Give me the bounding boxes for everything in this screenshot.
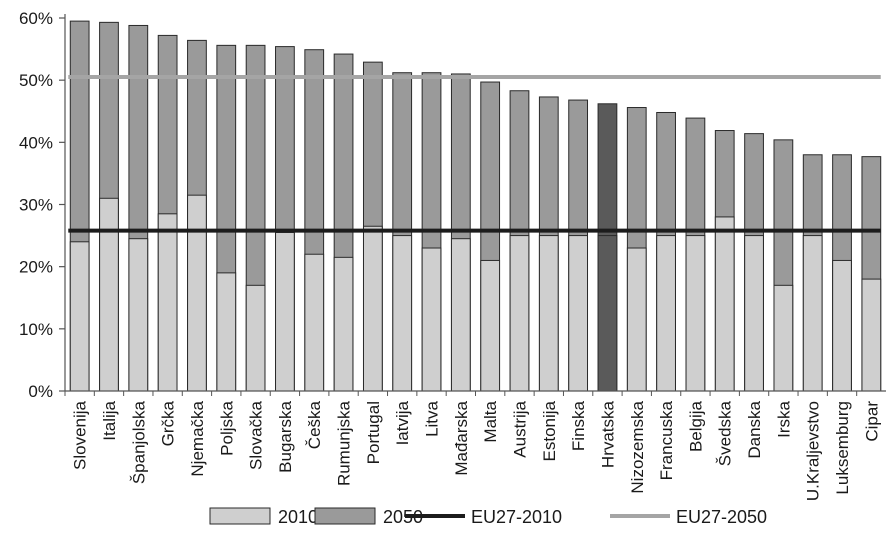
y-tick-label: 50% [19,71,53,90]
bar-2010 [480,259,501,392]
x-category-label: Belgija [686,400,705,452]
legend: 2010 2050 EU27-2010 EU27-2050 [209,507,767,527]
x-category-label: Slovenija [71,400,90,470]
bar-2010 [275,231,295,392]
bar-2010 [99,197,119,392]
x-category-label: Iatvija [393,400,412,445]
x-category-label: Francuska [657,400,676,480]
bar-2010 [362,225,383,392]
bar-2010 [333,256,354,392]
y-tick-label: 40% [19,133,53,152]
bar-2010 [832,259,852,392]
legend-swatch-2010 [209,507,271,525]
x-category-label: Poljska [217,400,236,455]
x-category-label: Slovačka [247,400,266,470]
bar-2010 [685,235,706,392]
bar-2010 [626,247,647,392]
bar-2010 [773,284,794,392]
x-category-label: Njemačka [188,400,207,476]
x-category-label: Litva [423,400,442,436]
bar-2010 [450,238,471,392]
x-axis: Slovenija Italija Španjolska Grčka Njemačka P… [64,390,886,501]
x-category-label: Irska [774,400,793,437]
y-axis: 0% 10% 20% 30% 40% 50% 60% [19,9,66,401]
x-category-label: Cipar [862,401,881,442]
y-tick-label: 30% [19,196,53,215]
bar-2010 [128,238,149,392]
x-category-label: Italija [100,400,119,440]
x-category-label: Hrvatska [598,400,617,468]
x-category-label: U.Kraljevstvo [804,401,823,501]
bar-2010 [392,235,413,392]
legend-label: EU27-2010 [471,507,562,527]
bars-group [69,20,882,392]
bar-2010 [69,241,90,392]
x-category-label: Češka [305,400,324,449]
bar-2010 [421,247,442,392]
bar-2010 [568,235,589,392]
x-category-label: Finska [569,400,588,451]
x-category-label: Rumunjska [335,400,354,486]
bar-2010 [509,235,530,392]
x-category-label: Danska [745,400,764,458]
bar-2010 [304,253,325,392]
x-category-label: Grčka [159,400,178,446]
x-category-label: Estonija [540,400,559,461]
y-tick-label: 0% [28,382,53,401]
bar-2010 [861,278,882,392]
y-tick-label: 20% [19,258,53,277]
bar-2010 [216,272,237,392]
reference-lines [68,75,881,233]
x-category-label: Španjolska [129,400,148,484]
legend-label: 2050 [383,507,423,527]
bar-2010 [744,235,764,392]
x-category-label: Bugarska [276,400,295,472]
bar-2010 [597,235,618,392]
x-category-label: Malta [481,400,500,442]
x-category-label: Švedska [716,400,735,466]
bar-2010 [157,213,178,392]
bar-2010 [802,235,823,392]
x-category-label: Luksemburg [833,401,852,495]
bar-2010 [538,235,559,392]
bar-2010 [187,194,207,392]
x-category-label: Nizozemska [628,400,647,493]
y-tick-label: 60% [19,9,53,28]
x-category-label: Mađarska [452,400,471,475]
legend-label: EU27-2050 [676,507,767,527]
legend-swatch-2050 [314,507,376,525]
bar-2010 [245,284,266,392]
y-tick-label: 10% [19,320,53,339]
x-category-label: Portugal [364,401,383,464]
bar-2010 [714,216,735,392]
bar-2010 [656,235,676,392]
legend-label: 2010 [278,507,318,527]
x-category-label: Austrija [510,400,529,457]
